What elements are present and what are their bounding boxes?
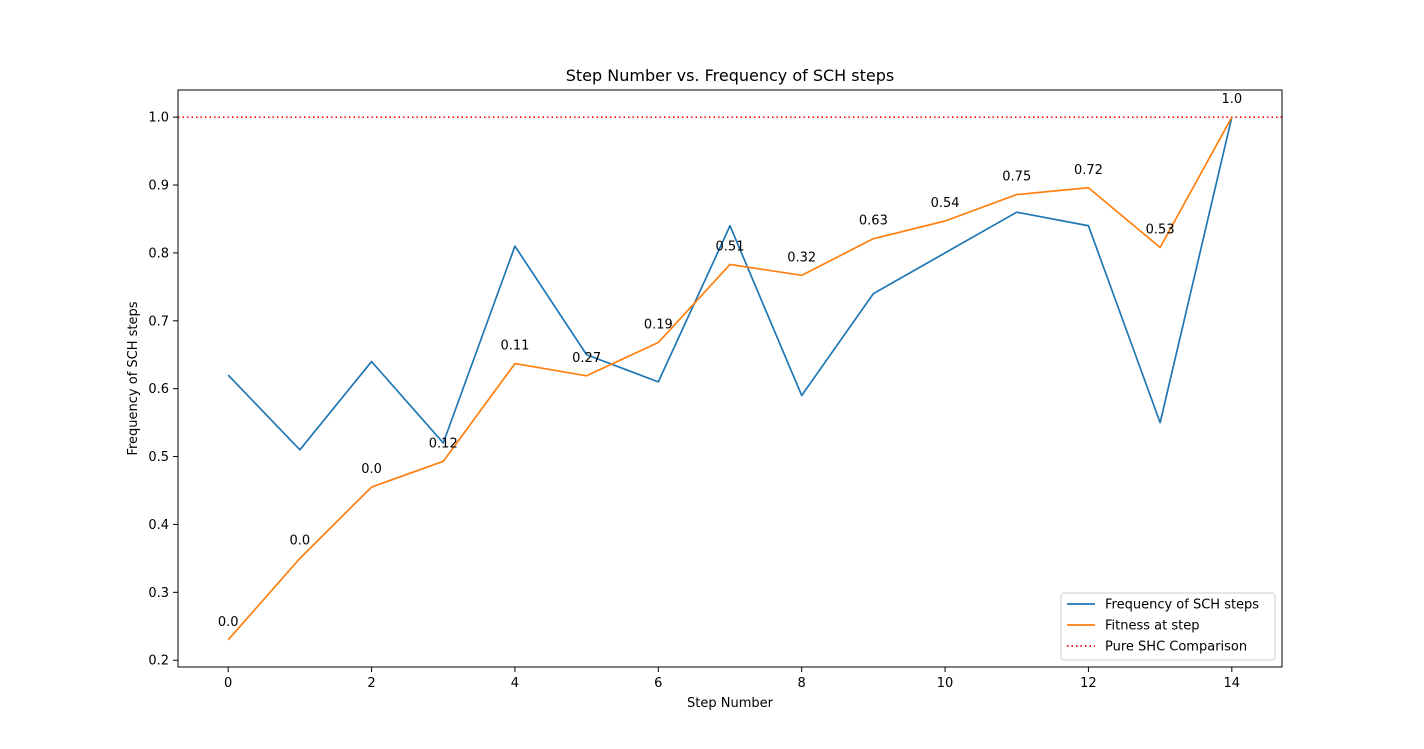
data-annotation: 0.0 — [361, 462, 382, 477]
data-annotation: 0.12 — [429, 436, 458, 451]
y-tick-label: 0.6 — [148, 382, 169, 397]
y-tick-label: 0.2 — [148, 654, 169, 669]
x-tick-label: 14 — [1224, 676, 1241, 691]
y-tick-label: 0.4 — [148, 518, 169, 533]
y-axis-label: Frequency of SCH steps — [126, 301, 141, 455]
data-annotation: 0.0 — [290, 533, 311, 548]
plot-area: 0.0 0.0 0.0 0.12 0.11 0.27 0.19 0.51 0.32 0.63 0.5… — [177, 89, 1283, 668]
data-annotation: 0.32 — [787, 250, 816, 265]
data-annotation: 0.75 — [1002, 170, 1031, 185]
legend-label: Frequency of SCH steps — [1105, 598, 1259, 613]
data-annotation: 0.72 — [1074, 163, 1103, 178]
x-tick-label: 2 — [367, 676, 375, 691]
x-tick-label: 12 — [1080, 676, 1097, 691]
y-tick-label: 1.0 — [148, 111, 169, 126]
legend-label: Pure SHC Comparison — [1105, 640, 1247, 655]
plot-frame — [177, 89, 1283, 668]
data-annotation: 0.53 — [1146, 222, 1175, 237]
legend-entry-pure-shc: Pure SHC Comparison — [1067, 640, 1247, 655]
x-tick-label: 0 — [224, 676, 232, 691]
legend-label: Fitness at step — [1105, 619, 1199, 634]
legend: Frequency of SCH steps Fitness at step Pur… — [1060, 592, 1276, 661]
y-tick-label: 0.3 — [148, 586, 169, 601]
y-axis: 0.2 0.3 0.4 0.5 0.6 0.7 0.8 0.9 1.0 — [148, 111, 178, 669]
data-annotation: 0.54 — [931, 196, 960, 211]
x-tick-label: 8 — [798, 676, 806, 691]
legend-entry-frequency: Frequency of SCH steps — [1067, 598, 1259, 613]
y-tick-label: 0.5 — [148, 450, 169, 465]
y-tick-label: 0.8 — [148, 246, 169, 261]
data-annotation: 1.0 — [1221, 92, 1242, 107]
data-annotation: 0.27 — [572, 351, 601, 366]
data-annotation: 0.63 — [859, 214, 888, 229]
data-annotation: 0.11 — [500, 339, 529, 354]
legend-box — [1060, 592, 1276, 661]
series-line-frequency — [227, 116, 1233, 451]
series-line-fitness — [227, 116, 1233, 641]
data-annotation: 0.0 — [218, 615, 239, 630]
y-tick-label: 0.9 — [148, 179, 169, 194]
y-tick-label: 0.7 — [148, 314, 169, 329]
x-tick-label: 6 — [654, 676, 662, 691]
x-tick-label: 10 — [937, 676, 954, 691]
x-tick-label: 4 — [511, 676, 519, 691]
series-group — [178, 116, 1282, 641]
x-axis-label: Step Number — [687, 696, 774, 711]
legend-entry-fitness: Fitness at step — [1067, 619, 1199, 634]
chart-title: Step Number vs. Frequency of SCH steps — [566, 66, 895, 85]
data-annotation: 0.51 — [716, 239, 745, 254]
data-annotation: 0.19 — [644, 318, 673, 333]
x-axis: 0 2 4 6 8 10 12 14 — [224, 667, 1240, 691]
